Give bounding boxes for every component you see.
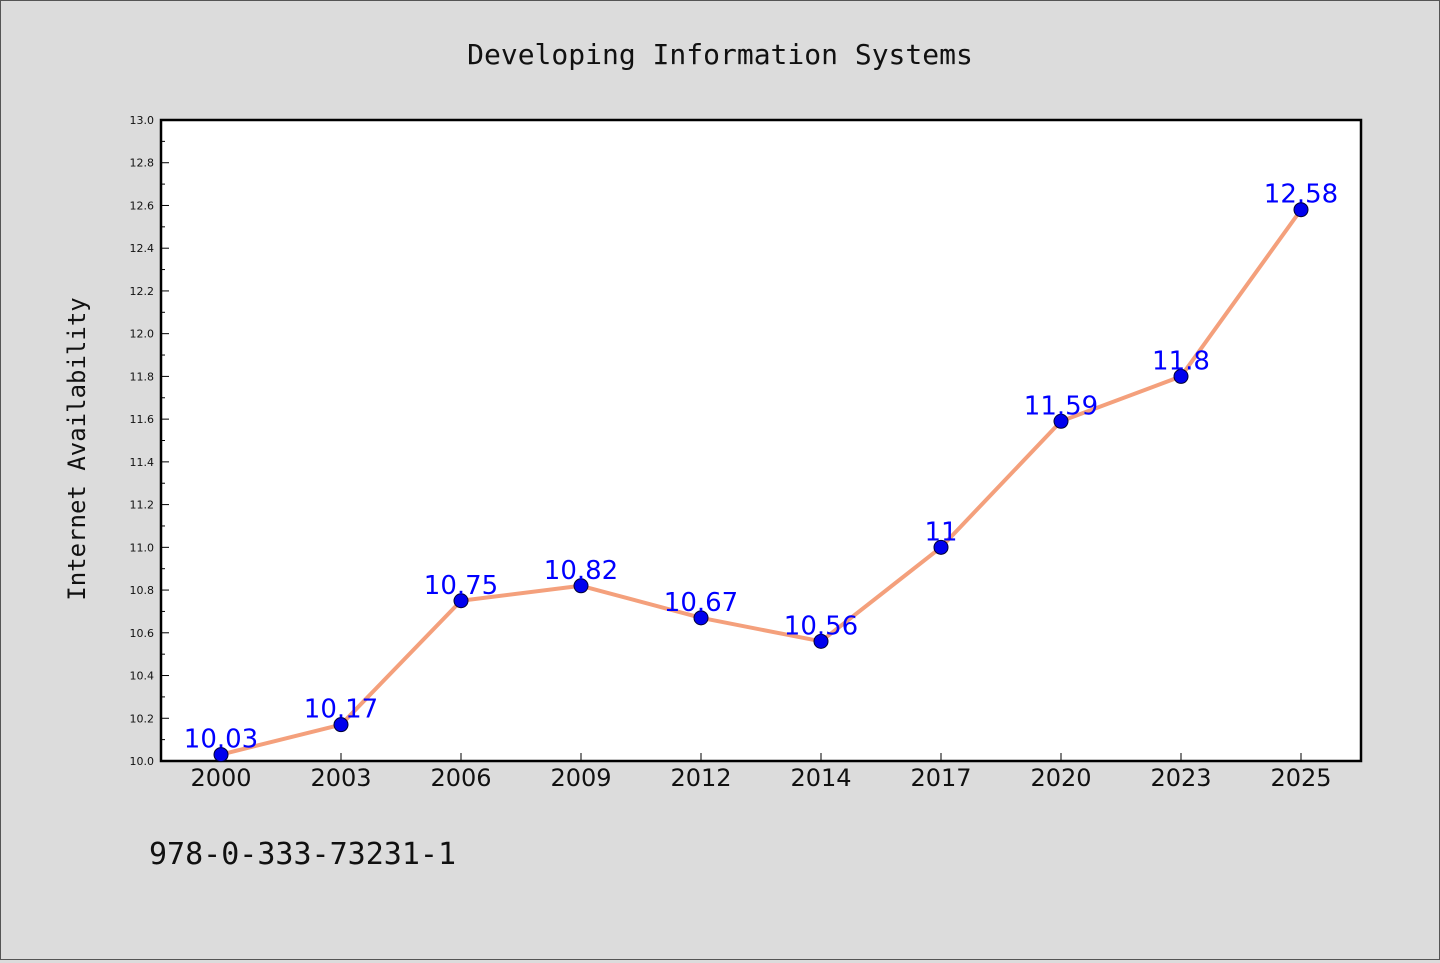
y-tick-label: 13.0 xyxy=(130,114,155,127)
x-tick-label: 2009 xyxy=(550,764,611,792)
y-tick-label: 11.8 xyxy=(130,370,155,383)
data-point xyxy=(213,747,229,763)
chart-title: Developing Information Systems xyxy=(467,38,973,71)
y-tick-label: 12.4 xyxy=(130,242,155,255)
x-tick-label: 2025 xyxy=(1270,764,1331,792)
data-point xyxy=(333,717,349,733)
data-point xyxy=(693,610,709,626)
series-group: 10.03 10.17 10.75 10.82 10.67 10.56 11 11.59 11.… xyxy=(184,180,1338,763)
data-label: 10.82 xyxy=(544,556,618,586)
y-tick-label: 12.8 xyxy=(130,157,155,170)
y-tick-label: 10.4 xyxy=(130,670,155,683)
data-label: 12.58 xyxy=(1264,180,1338,210)
x-tick-label: 2000 xyxy=(190,764,251,792)
data-point xyxy=(1053,413,1069,429)
x-tick-label: 2023 xyxy=(1150,764,1211,792)
y-tick-label: 12.6 xyxy=(130,199,155,212)
data-label: 10.56 xyxy=(784,611,858,641)
x-tick-label: 2014 xyxy=(790,764,851,792)
data-label: 11 xyxy=(924,517,957,547)
x-axis: 2000 2003 2006 2009 2012 2014 2017 2020 2023 2025 xyxy=(190,753,1332,792)
data-label: 11.59 xyxy=(1024,391,1098,421)
data-point xyxy=(933,539,949,555)
y-tick-label: 10.8 xyxy=(130,584,155,597)
x-tick-label: 2012 xyxy=(670,764,731,792)
data-label: 10.75 xyxy=(424,571,498,601)
x-tick-label: 2017 xyxy=(910,764,971,792)
data-label: 11.8 xyxy=(1152,346,1210,376)
data-point xyxy=(1293,202,1309,218)
y-tick-label: 10.2 xyxy=(130,712,155,725)
y-axis-label: Internet Availability xyxy=(63,297,91,600)
y-tick-label: 10.6 xyxy=(130,627,155,640)
x-tick-label: 2020 xyxy=(1030,764,1091,792)
y-tick-label: 12.2 xyxy=(130,285,155,298)
data-point xyxy=(1173,368,1189,384)
series-line xyxy=(219,207,1303,757)
data-label: 10.17 xyxy=(304,695,378,725)
plot-area xyxy=(159,118,1363,763)
data-label: 10.67 xyxy=(664,588,738,618)
y-tick-label: 11.0 xyxy=(130,541,155,554)
y-tick-label: 11.6 xyxy=(130,413,155,426)
data-point xyxy=(573,578,589,594)
y-tick-label: 12.0 xyxy=(130,328,155,341)
data-point xyxy=(813,633,829,649)
isbn-footnote: 978-0-333-73231-1 xyxy=(149,837,456,872)
y-tick-label: 11.2 xyxy=(130,499,155,512)
x-tick-label: 2006 xyxy=(430,764,491,792)
data-point xyxy=(453,593,469,609)
x-tick-label: 2003 xyxy=(310,764,371,792)
y-axis: 10.0 10.2 10.4 10.6 10.8 11.0 11.2 11.4 11.6 11.8… xyxy=(130,114,169,768)
data-label: 10.03 xyxy=(184,725,258,755)
y-tick-label: 11.4 xyxy=(130,456,155,469)
y-tick-label: 10.0 xyxy=(130,755,155,768)
